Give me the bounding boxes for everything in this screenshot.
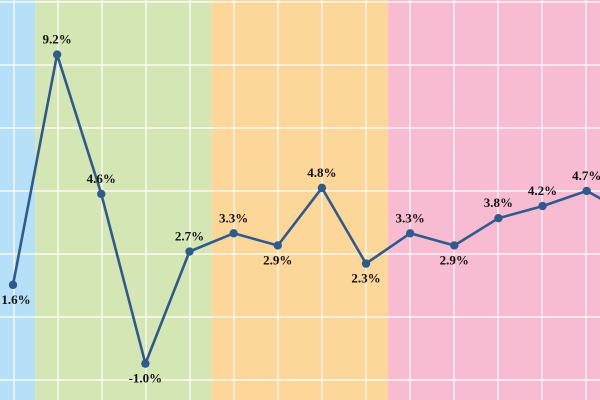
background-band-3 <box>211 0 389 400</box>
data-label: 2.7% <box>175 229 204 244</box>
data-labels: 1.6% 9.2% 4.6% -1.0% 2.7% 3.3% 2.9% 4.8% 2.3% 3.3… <box>1 32 600 386</box>
data-label: 2.3% <box>351 271 380 286</box>
data-label: 1.6% <box>1 292 30 307</box>
background-band-2 <box>35 0 212 400</box>
data-label: 4.2% <box>528 183 557 198</box>
data-label: 9.2% <box>43 32 72 47</box>
data-point <box>185 247 194 256</box>
data-points <box>8 50 591 368</box>
data-label: 4.8% <box>307 165 336 180</box>
data-label: 4.7% <box>572 168 600 183</box>
data-point <box>450 241 459 250</box>
data-point <box>8 280 18 290</box>
data-point <box>141 359 150 368</box>
data-label: 3.3% <box>396 210 425 225</box>
data-point <box>361 259 371 268</box>
data-point <box>405 229 415 238</box>
data-label: 4.6% <box>87 171 116 186</box>
background-band-4 <box>388 0 600 400</box>
data-point <box>538 201 547 211</box>
data-point <box>494 213 503 223</box>
data-point <box>52 50 62 59</box>
data-label: -1.0% <box>129 371 163 386</box>
data-label: 2.9% <box>263 252 292 267</box>
data-point <box>317 183 327 193</box>
data-label: 2.9% <box>440 252 469 267</box>
data-label: 3.8% <box>484 195 513 210</box>
data-point <box>97 189 106 199</box>
data-label: 3.3% <box>219 210 248 225</box>
data-point <box>273 241 282 250</box>
data-point <box>582 186 591 196</box>
data-point <box>229 229 238 238</box>
